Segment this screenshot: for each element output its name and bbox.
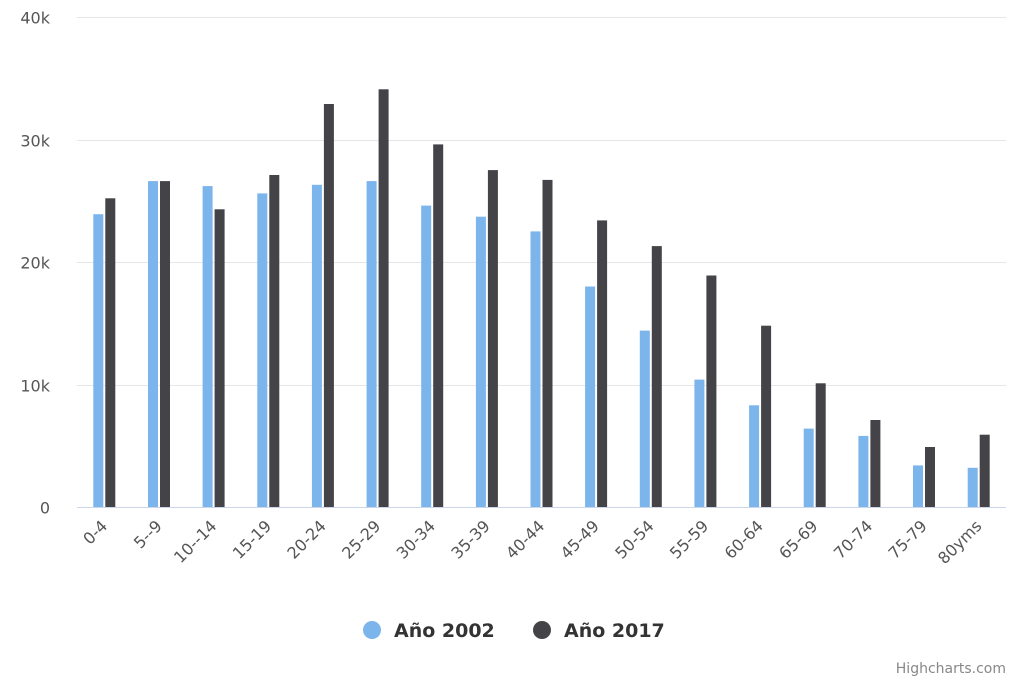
- bar-series-1-45-49[interactable]: [585, 286, 596, 508]
- y-tick-label: 0: [40, 499, 50, 518]
- legend-label: Año 2002: [394, 620, 495, 642]
- x-axis-labels: 0-4 5--9 10--14 15-19 20-24 25-29 30-34 35-39 40…: [79, 516, 985, 567]
- bar-series-1-15-19[interactable]: [257, 193, 268, 507]
- y-axis-labels: 0 10k 20k 30k 40k: [20, 9, 50, 518]
- x-tick-label: 25-29: [338, 516, 384, 562]
- bar-series-1-55-59[interactable]: [694, 379, 705, 507]
- bar-series-2-80yms[interactable]: [979, 434, 990, 507]
- bar-series-2-45-49[interactable]: [597, 220, 608, 507]
- bars: [93, 89, 990, 508]
- bar-series-1-10--14[interactable]: [202, 186, 213, 507]
- bar-series-2-0-4[interactable]: [105, 198, 116, 508]
- bar-series-1-0-4[interactable]: [93, 214, 104, 507]
- credits-link[interactable]: Highcharts.com: [896, 661, 1006, 677]
- bar-series-1-60-64[interactable]: [749, 405, 760, 507]
- y-tick-label: 10k: [20, 377, 50, 396]
- bar-series-1-20-24[interactable]: [311, 184, 322, 508]
- legend-item-2[interactable]: Año 2017: [533, 620, 665, 642]
- bar-series-1-70-74[interactable]: [858, 435, 869, 507]
- x-tick-label: 30-34: [393, 516, 439, 562]
- bar-series-2-5--9[interactable]: [160, 181, 170, 507]
- bar-series-2-60-64[interactable]: [761, 325, 772, 507]
- bar-series-2-55-59[interactable]: [706, 275, 717, 508]
- legend-symbol: [533, 621, 551, 639]
- bar-series-2-10--14[interactable]: [214, 209, 225, 508]
- bar-series-2-75-79[interactable]: [925, 447, 935, 507]
- x-tick-label: 5--9: [130, 516, 166, 552]
- x-tick-label: 20-24: [283, 516, 329, 562]
- bar-series-2-40-44[interactable]: [542, 179, 553, 507]
- x-tick-label: 70-74: [830, 516, 876, 562]
- x-tick-label: 50-54: [611, 516, 657, 562]
- x-tick-label: 40-44: [502, 516, 548, 562]
- bar-series-1-75-79[interactable]: [913, 465, 923, 507]
- bar-series-1-50-54[interactable]: [639, 330, 650, 507]
- bar-series-1-65-69[interactable]: [803, 428, 814, 507]
- bar-series-2-30-34[interactable]: [433, 144, 444, 507]
- x-tick-label: 0-4: [79, 516, 111, 548]
- y-tick-label: 20k: [20, 254, 50, 273]
- x-tick-label: 75-79: [885, 516, 931, 562]
- y-tick-label: 30k: [20, 132, 50, 151]
- legend[interactable]: Año 2002 Año 2017: [363, 620, 665, 642]
- x-tick-label: 10--14: [170, 516, 220, 566]
- x-tick-label: 55-59: [666, 516, 712, 562]
- bar-series-1-25-29[interactable]: [366, 181, 377, 507]
- bar-series-1-35-39[interactable]: [475, 216, 486, 507]
- bar-series-2-20-24[interactable]: [323, 104, 334, 507]
- bar-series-1-40-44[interactable]: [530, 231, 541, 507]
- x-tick-label: 65-69: [775, 516, 821, 562]
- grid-lines: [77, 17, 1006, 508]
- bar-series-1-80yms[interactable]: [967, 467, 978, 507]
- legend-item-1[interactable]: Año 2002: [363, 620, 495, 642]
- bar-series-1-30-34[interactable]: [421, 205, 432, 507]
- bar-series-2-70-74[interactable]: [870, 420, 881, 507]
- legend-label: Año 2017: [564, 620, 665, 642]
- legend-symbol: [363, 621, 381, 639]
- bar-series-2-15-19[interactable]: [269, 175, 280, 507]
- bar-series-2-65-69[interactable]: [815, 383, 826, 507]
- bar-series-2-25-29[interactable]: [378, 89, 389, 508]
- y-tick-label: 40k: [20, 9, 50, 28]
- bar-series-2-50-54[interactable]: [651, 246, 662, 507]
- bar-series-2-35-39[interactable]: [487, 170, 498, 507]
- x-tick-label: 15-19: [229, 516, 275, 562]
- x-tick-label: 80yms: [934, 516, 985, 567]
- x-tick-label: 45-49: [557, 516, 603, 562]
- bar-series-1-5--9[interactable]: [148, 181, 158, 507]
- x-tick-label: 60-64: [721, 516, 767, 562]
- x-tick-label: 35-39: [447, 516, 493, 562]
